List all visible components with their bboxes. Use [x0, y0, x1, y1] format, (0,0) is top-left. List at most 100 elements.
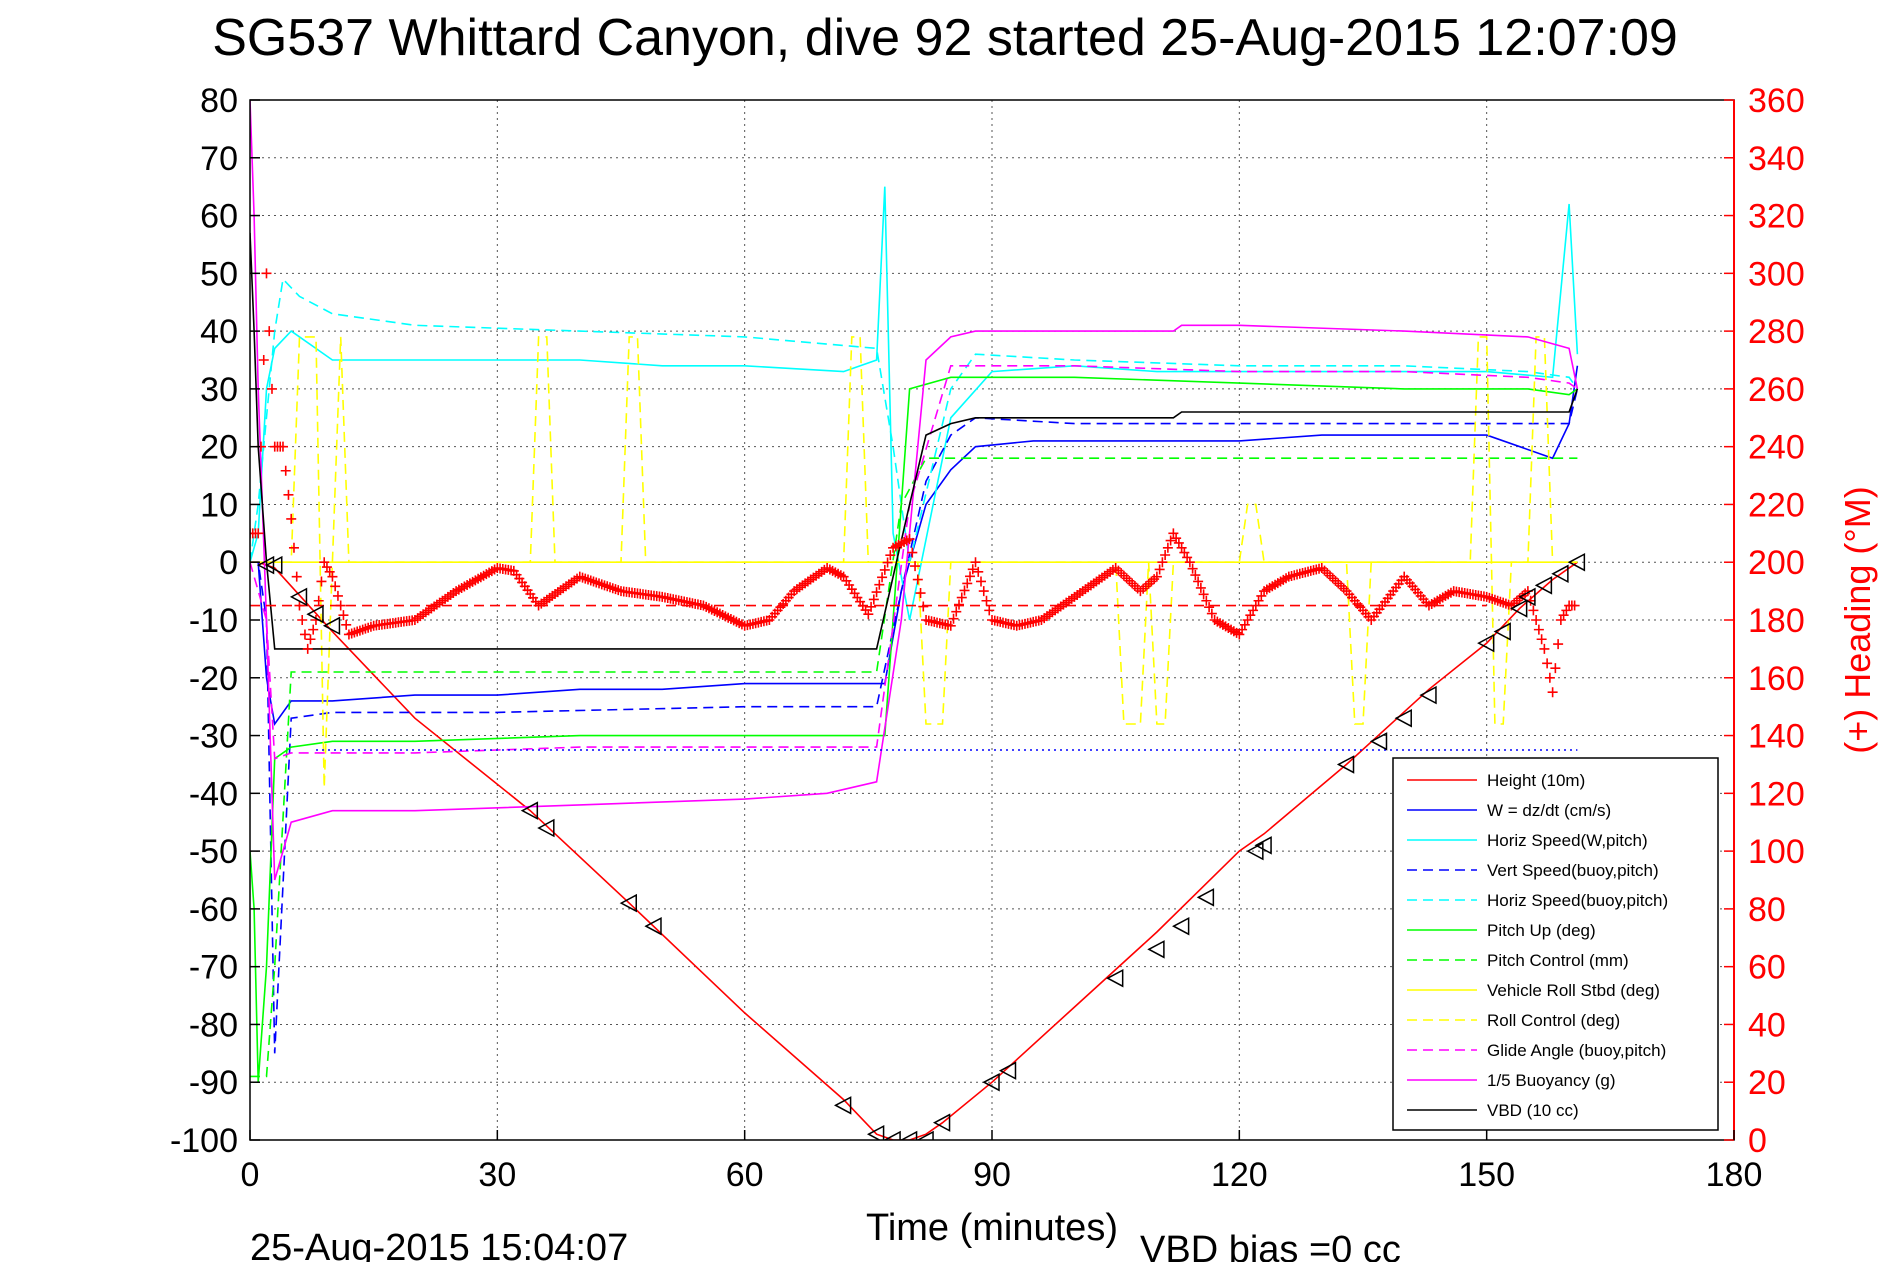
y2-tick-label: 100: [1748, 833, 1805, 871]
y2-tick-label: 140: [1748, 718, 1805, 756]
dive-marker: [644, 916, 662, 936]
heading-point: [327, 571, 338, 582]
y2-tick-label: 40: [1748, 1006, 1786, 1044]
heading-point: [965, 571, 976, 582]
legend-entry: 1/5 Buoyancy (g): [1487, 1071, 1616, 1090]
heading-point: [1201, 595, 1212, 606]
legend-entry: Horiz Speed(buoy,pitch): [1487, 891, 1668, 910]
dive-marker: [1106, 968, 1124, 988]
x-tick-label: 60: [726, 1156, 764, 1194]
y2-tick-label: 220: [1748, 486, 1805, 524]
heading-point: [866, 601, 877, 612]
heading-point: [970, 557, 981, 568]
dive-marker: [1510, 599, 1528, 618]
dive-marker: [883, 1130, 901, 1140]
heading-point: [915, 588, 926, 599]
heading-point: [1544, 672, 1555, 683]
series-layer: [250, 100, 1580, 1140]
heading-point: [976, 576, 987, 587]
y-tick-label: 60: [200, 198, 238, 236]
heading-point: [332, 590, 343, 601]
dive-marker: [932, 1113, 951, 1132]
heading-point: [1198, 589, 1209, 600]
heading-point: [1195, 582, 1206, 593]
dive-marker: [1534, 576, 1553, 595]
heading-point: [288, 542, 299, 553]
heading-point: [316, 576, 327, 587]
heading-point: [874, 579, 885, 590]
dive-marker: [1369, 732, 1388, 751]
heading-point: [253, 528, 264, 539]
dive-marker: [998, 1061, 1017, 1080]
x-tick-label: 30: [478, 1156, 516, 1194]
dive-marker: [306, 604, 324, 624]
heading-point: [286, 513, 297, 524]
y2-tick-label: 60: [1748, 949, 1786, 987]
heading-point: [871, 587, 882, 598]
y2-tick-label: 260: [1748, 371, 1805, 409]
heading-point: [868, 594, 879, 605]
dive-marker: [899, 1130, 918, 1140]
heading-point: [1193, 576, 1204, 587]
dive-marker: [866, 1124, 885, 1140]
heading-point: [341, 619, 352, 630]
dive-marker: [537, 818, 555, 838]
y2-tick-label: 20: [1748, 1064, 1786, 1102]
heading-point: [1162, 542, 1173, 553]
dive-marker: [1394, 708, 1412, 728]
series-glide-angle-buoy-pitch: [250, 364, 1578, 760]
heading-point: [907, 547, 918, 558]
heading-point: [266, 383, 277, 394]
heading-point: [948, 613, 959, 624]
heading-point: [261, 268, 272, 279]
series-1-5-buoyancy-g: [250, 100, 1579, 881]
dive-marker: [1147, 940, 1165, 959]
y2-tick-label: 300: [1748, 255, 1805, 293]
dive-marker: [1567, 552, 1586, 572]
legend-entry: Height (10m): [1487, 771, 1585, 790]
series-vert-speed-buoy-pitch: [250, 388, 1579, 1054]
y2-tick-label: 240: [1748, 429, 1805, 467]
dive-marker: [1419, 685, 1437, 705]
series-pitch-control-mm: [250, 457, 1578, 1078]
y-tick-label: -10: [189, 602, 238, 640]
heading-point: [305, 634, 316, 645]
y-tick-label: -80: [189, 1006, 238, 1044]
y2-tick-label: 0: [1748, 1122, 1767, 1160]
heading-point: [258, 355, 269, 365]
axes: 80706050403020100-10-20-30-40-50-60-70-8…: [170, 82, 1805, 1194]
heading-point: [984, 605, 995, 616]
heading-point: [1204, 602, 1215, 613]
dive-marker: [1246, 841, 1264, 861]
y-tick-label: -30: [189, 718, 238, 756]
series-roll-control-deg: [250, 336, 1578, 788]
x-tick-label: 90: [973, 1156, 1011, 1194]
legend-entry: Roll Control (deg): [1487, 1011, 1620, 1030]
x-tick-label: 150: [1458, 1156, 1515, 1194]
y2-tick-label: 120: [1748, 775, 1805, 813]
heading-point: [313, 595, 324, 606]
heading-point: [951, 606, 962, 617]
dive-marker: [1196, 888, 1215, 907]
heading-point: [912, 574, 923, 585]
legend-entry: Vert Speed(buoy,pitch): [1487, 861, 1659, 880]
heading-point: [1553, 639, 1564, 650]
y-tick-label: -20: [189, 660, 238, 698]
heading-point: [973, 566, 984, 577]
dive-marker: [1172, 916, 1190, 936]
y-tick-label: 50: [200, 255, 238, 293]
heading-point: [1569, 600, 1580, 611]
legend-entry: VBD (10 cc): [1487, 1101, 1579, 1120]
dive-marker: [289, 587, 308, 607]
footer-timestamp: 25-Aug-2015 15:04:07: [250, 1227, 628, 1262]
heading-point: [967, 564, 978, 575]
heading-point: [904, 534, 915, 545]
y-tick-label: -60: [189, 891, 238, 929]
dive-marker: [1518, 587, 1536, 607]
y2-tick-label: 320: [1748, 198, 1805, 236]
series-w-dz-dt-cm-s: [250, 365, 1579, 727]
heading-point: [1536, 634, 1547, 645]
heading-point: [918, 601, 929, 612]
y-tick-label: -70: [189, 949, 238, 987]
